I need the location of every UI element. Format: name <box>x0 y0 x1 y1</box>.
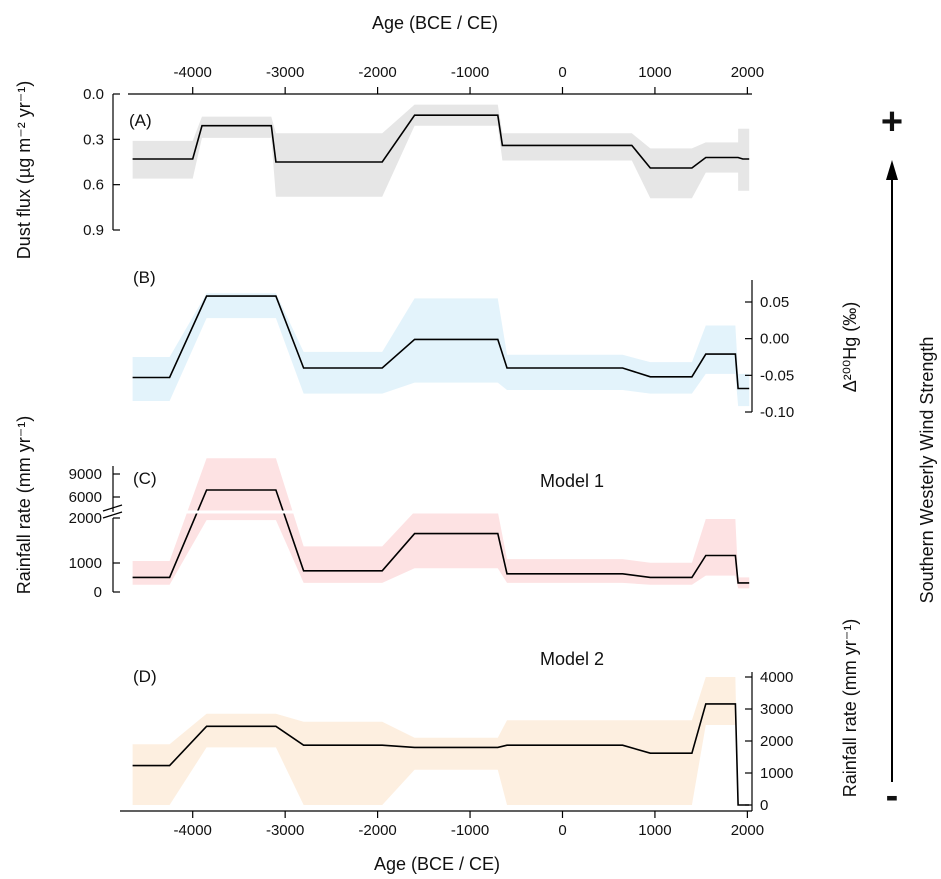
y-tick-label: 0 <box>94 584 102 601</box>
top-x-tick-label: -4000 <box>174 64 212 81</box>
top-x-tick-label: -3000 <box>266 64 304 81</box>
y-tick-label: 0.9 <box>83 222 104 239</box>
y-tick-label: 2000 <box>760 733 793 750</box>
panel-c: 0 1000 2000 6000 9000 (C) Model 1 Rainfall r… <box>14 416 752 601</box>
panel-d-annotation: Model 2 <box>540 649 604 669</box>
bottom-x-tick-label: -1000 <box>451 822 489 839</box>
top-x-tick-label: 0 <box>558 64 566 81</box>
plus-label: + <box>881 101 903 143</box>
panel-b: 0.05 0.00 -0.05 -0.10 (B) Δ²⁰⁰Hg (‰) <box>132 268 860 421</box>
top-x-tick-label: -1000 <box>451 64 489 81</box>
y-tick-label: 0.00 <box>760 331 789 348</box>
y-tick-label: 3000 <box>760 701 793 718</box>
bottom-x-ticks: -4000 -3000 -2000 -1000 0 1000 2000 <box>174 811 764 839</box>
top-x-tick-label: -2000 <box>358 64 396 81</box>
y-tick-label: 1000 <box>69 555 102 572</box>
bottom-x-tick-label: 2000 <box>731 822 764 839</box>
panel-c-annotation: Model 1 <box>540 471 604 491</box>
wind-strength-indicator: + Southern Westerly Wind Strength - <box>881 101 937 817</box>
top-xlabel: Age (BCE / CE) <box>372 13 498 33</box>
bottom-x-tick-label: -2000 <box>358 822 396 839</box>
y-tick-label: -0.10 <box>760 404 794 421</box>
panel-d-line <box>132 703 750 806</box>
y-tick-label: 1000 <box>760 765 793 782</box>
panel-c-band <box>132 458 750 589</box>
y-tick-label: 0 <box>760 797 768 814</box>
panel-c-axis-break-1 <box>102 504 123 512</box>
bottom-x-tick-label: -4000 <box>174 822 212 839</box>
panel-b-band <box>132 293 750 407</box>
panel-d-ylabel: Rainfall rate (mm yr⁻¹) <box>840 619 860 798</box>
uncertainty-band <box>132 677 750 805</box>
panel-a-ylabel: Dust flux (µg m⁻² yr⁻¹) <box>14 81 34 259</box>
right-label: Southern Westerly Wind Strength <box>917 337 937 604</box>
y-tick-label: 6000 <box>69 489 102 506</box>
panel-a-y-ticks: 0.0 0.3 0.6 0.9 <box>83 86 120 239</box>
wind-arrow-head <box>886 160 898 180</box>
top-x-ticks: -4000 -3000 -2000 -1000 0 1000 2000 <box>174 64 764 94</box>
y-tick-label: 9000 <box>69 466 102 483</box>
y-tick-label: 0.6 <box>83 177 104 194</box>
panel-c-y-ticks: 0 1000 2000 6000 9000 <box>69 466 120 601</box>
top-x-tick-label: 2000 <box>731 64 764 81</box>
uncertainty-band <box>132 293 750 407</box>
panel-b-line <box>132 295 750 390</box>
top-x-tick-label: 1000 <box>638 64 671 81</box>
panel-d-band <box>132 677 750 805</box>
y-tick-label: 4000 <box>760 669 793 686</box>
panel-d-label: (D) <box>133 667 157 686</box>
uncertainty-band <box>132 104 750 199</box>
panel-b-label: (B) <box>133 268 156 287</box>
bottom-x-tick-label: 0 <box>558 822 566 839</box>
uncertainty-band <box>132 458 750 589</box>
y-tick-label: 0.3 <box>83 131 104 148</box>
bottom-x-tick-label: -3000 <box>266 822 304 839</box>
y-tick-label: 0.05 <box>760 294 789 311</box>
bottom-x-tick-label: 1000 <box>638 822 671 839</box>
bottom-xlabel: Age (BCE / CE) <box>374 854 500 874</box>
y-tick-label: -0.05 <box>760 367 794 384</box>
minus-label: - <box>886 775 899 817</box>
panel-a-band <box>132 104 750 199</box>
panel-b-y-ticks: 0.05 0.00 -0.05 -0.10 <box>745 294 794 421</box>
panel-c-ylabel: Rainfall rate (mm yr⁻¹) <box>14 416 34 595</box>
panel-c-axis-break-2 <box>102 511 123 519</box>
panel-c-line <box>132 489 750 584</box>
panel-a-label: (A) <box>129 111 152 130</box>
y-tick-label: 2000 <box>69 510 102 527</box>
panel-a: 0.0 0.3 0.6 0.9 (A) Dust flux (µg m⁻² yr⁻¹) <box>14 81 750 259</box>
panel-d-y-ticks: 4000 3000 2000 1000 0 <box>745 669 793 814</box>
panel-b-ylabel: Δ²⁰⁰Hg (‰) <box>840 302 860 392</box>
panel-c-label: (C) <box>133 469 157 488</box>
panel-d: 4000 3000 2000 1000 0 (D) Model 2 Rainfall r… <box>132 619 860 814</box>
y-tick-label: 0.0 <box>83 86 104 103</box>
panel-a-line <box>132 114 750 169</box>
